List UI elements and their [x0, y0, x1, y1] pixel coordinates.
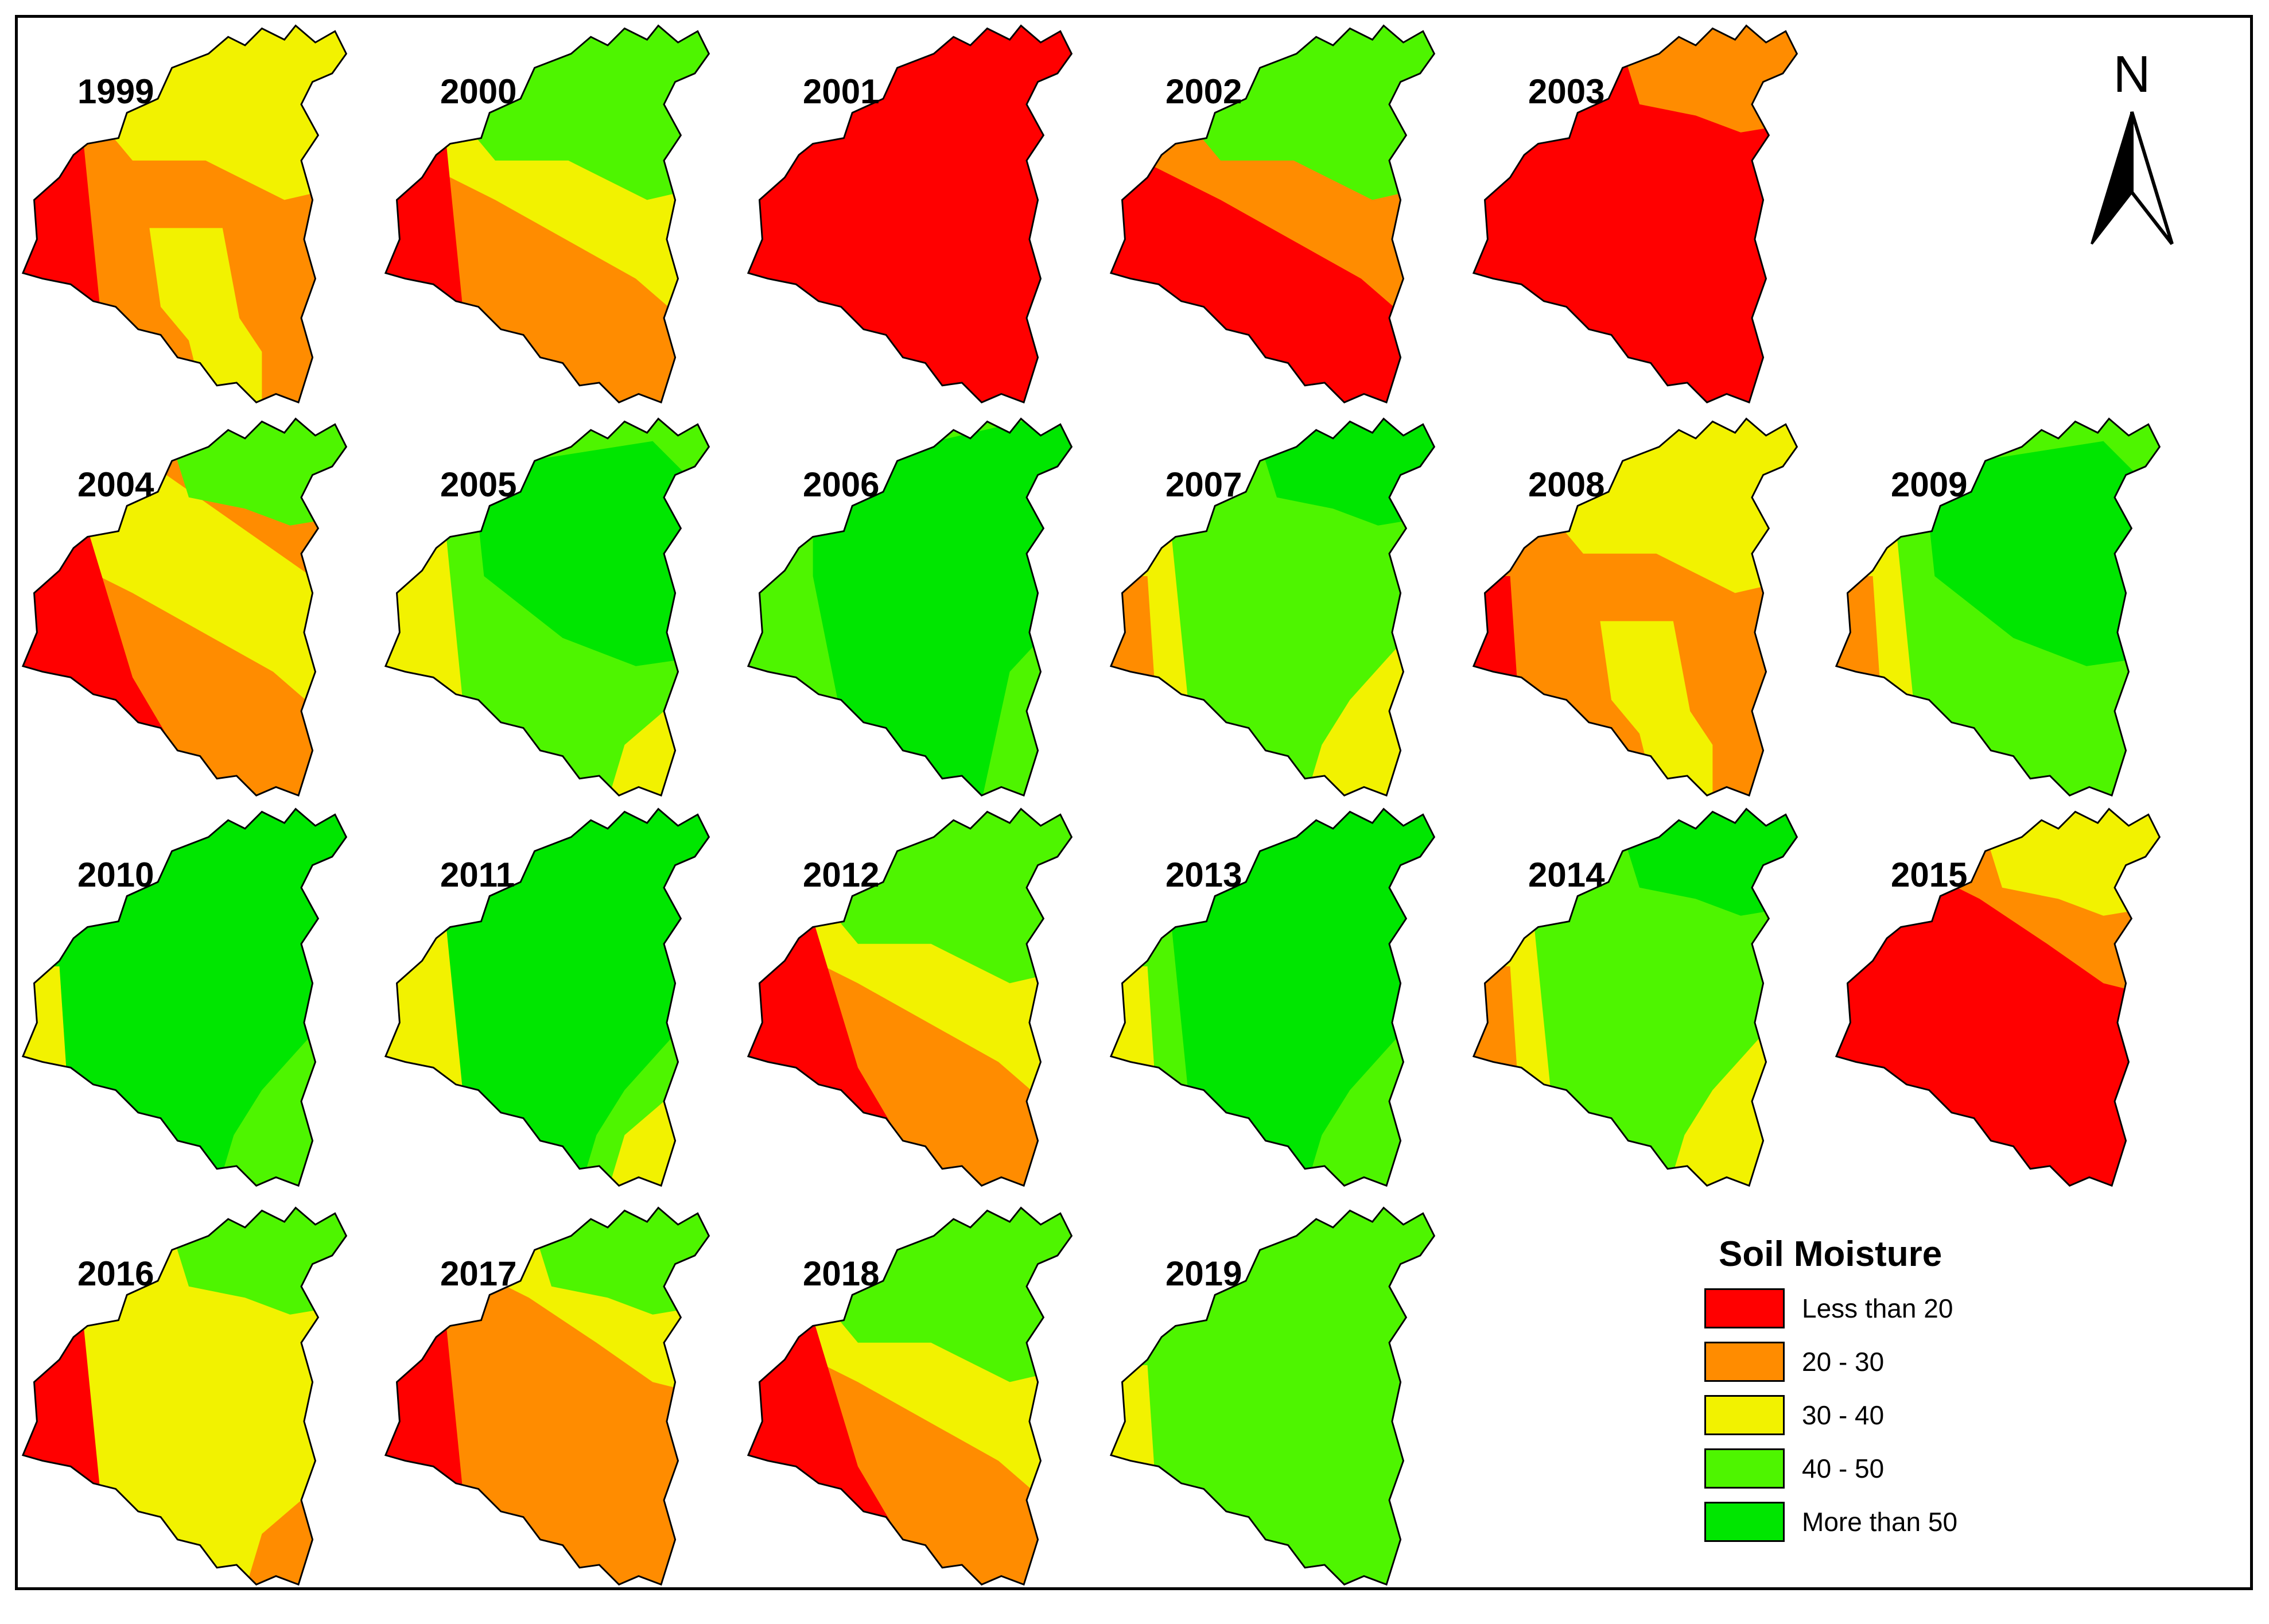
moisture-zone — [149, 228, 262, 403]
district-boundary — [384, 24, 710, 404]
district-boundary — [21, 1206, 348, 1586]
district-boundary — [1109, 1206, 1436, 1586]
legend-title: Soil Moisture — [1719, 1234, 1942, 1274]
year-label: 2013 — [1165, 856, 1242, 894]
moisture-zone — [1923, 441, 2160, 666]
year-label: 2010 — [77, 856, 154, 894]
district-boundary — [747, 24, 1073, 404]
district-map-2018 — [747, 1206, 1073, 1586]
year-label: 2009 — [1891, 465, 1968, 504]
district-boundary — [384, 417, 710, 797]
district-map-1999 — [21, 24, 348, 404]
district-map-2006 — [747, 417, 1073, 797]
legend-item: More than 50 — [1704, 1502, 2026, 1542]
legend-swatch — [1704, 1395, 1785, 1435]
year-label: 2014 — [1528, 856, 1605, 894]
district-boundary — [21, 24, 348, 404]
year-label: 2000 — [440, 72, 517, 111]
legend-label: Less than 20 — [1802, 1293, 1953, 1323]
district-map-2003 — [1472, 24, 1798, 404]
district-boundary — [21, 807, 348, 1187]
district-map-2019 — [1109, 1206, 1436, 1586]
district-map-2011 — [384, 807, 710, 1187]
legend-item: 40 - 50 — [1704, 1448, 2026, 1489]
legend: Soil Moisture Less than 20 20 - 30 30 - … — [1704, 1234, 2026, 1555]
legend-item: 20 - 30 — [1704, 1342, 2026, 1382]
legend-label: 40 - 50 — [1802, 1454, 1885, 1483]
district-boundary — [1109, 807, 1436, 1187]
year-label: 2012 — [803, 856, 880, 894]
legend-item: 30 - 40 — [1704, 1395, 2026, 1435]
district-map-2004 — [21, 417, 348, 797]
district-map-2008 — [1472, 417, 1798, 797]
year-label: 2011 — [440, 856, 515, 894]
year-label: 2004 — [77, 465, 154, 504]
year-label: 2008 — [1528, 465, 1605, 504]
moisture-zone — [1600, 621, 1713, 796]
year-label: 2017 — [440, 1254, 517, 1293]
district-boundary — [1472, 24, 1798, 404]
year-label: 2018 — [803, 1254, 880, 1293]
district-map-2010 — [21, 807, 348, 1187]
district-boundary — [747, 417, 1073, 797]
legend-label: More than 50 — [1802, 1507, 1958, 1537]
year-label: 2016 — [77, 1254, 154, 1293]
district-boundary — [21, 417, 348, 797]
legend-swatch — [1704, 1288, 1785, 1328]
district-map-2000 — [384, 24, 710, 404]
district-map-2001 — [747, 24, 1073, 404]
district-boundary — [384, 1206, 710, 1586]
legend-swatch — [1704, 1502, 1785, 1542]
district-map-2013 — [1109, 807, 1436, 1187]
north-arrow-icon — [2091, 111, 2174, 245]
district-boundary — [1835, 417, 2161, 797]
legend-swatch — [1704, 1448, 1785, 1489]
north-letter: N — [2113, 46, 2151, 103]
district-map-2009 — [1835, 417, 2161, 797]
year-label: 2007 — [1165, 465, 1242, 504]
moisture-zone — [813, 418, 1072, 796]
year-label: 2015 — [1891, 856, 1968, 894]
year-label: 2019 — [1165, 1254, 1242, 1293]
district-boundary — [1109, 24, 1436, 404]
district-map-2014 — [1472, 807, 1798, 1187]
year-label: 2002 — [1165, 72, 1242, 111]
district-map-2016 — [21, 1206, 348, 1586]
moisture-zone — [472, 441, 709, 666]
legend-label: 30 - 40 — [1802, 1400, 1885, 1430]
moisture-zone — [748, 25, 1072, 403]
district-map-2012 — [747, 807, 1073, 1187]
district-map-2005 — [384, 417, 710, 797]
year-label: 2003 — [1528, 72, 1605, 111]
district-boundary — [384, 807, 710, 1187]
year-label: 2001 — [803, 72, 880, 111]
moisture-zone — [1110, 1207, 1435, 1585]
district-boundary — [747, 1206, 1073, 1586]
moisture-zone — [53, 475, 347, 745]
district-map-2015 — [1835, 807, 2161, 1187]
legend-swatch — [1704, 1342, 1785, 1382]
legend-label: 20 - 30 — [1802, 1347, 1885, 1377]
district-boundary — [1472, 417, 1798, 797]
district-boundary — [1109, 417, 1436, 797]
district-map-2007 — [1109, 417, 1436, 797]
district-boundary — [747, 807, 1073, 1187]
district-boundary — [1835, 807, 2161, 1187]
year-label: 1999 — [77, 72, 154, 111]
north-arrow: N — [2089, 49, 2175, 250]
year-label: 2006 — [803, 465, 880, 504]
legend-item: Less than 20 — [1704, 1288, 2026, 1328]
district-map-2017 — [384, 1206, 710, 1586]
district-boundary — [1472, 807, 1798, 1187]
district-map-2002 — [1109, 24, 1436, 404]
year-label: 2005 — [440, 465, 517, 504]
